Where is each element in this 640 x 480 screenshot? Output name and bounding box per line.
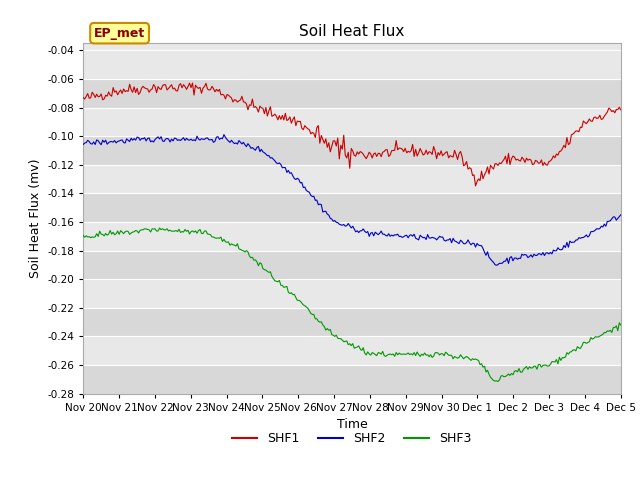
SHF1 [472, 183, 479, 189]
SHF2 [590, 228, 598, 234]
SHF1 [590, 115, 598, 120]
Bar [83, 165, 621, 193]
SHF1 [145, 89, 153, 95]
SHF3 [79, 233, 87, 239]
Bar [83, 336, 621, 365]
SHF2 [316, 201, 324, 207]
Bar [83, 251, 621, 279]
Bar [83, 193, 621, 222]
Line: SHF2: SHF2 [83, 134, 621, 265]
SHF3 [268, 274, 276, 279]
SHF3 [494, 379, 502, 384]
Bar [83, 308, 621, 336]
Bar [83, 79, 621, 108]
SHF2 [241, 142, 249, 148]
SHF3 [241, 249, 249, 255]
Bar [83, 136, 621, 165]
Bar [83, 279, 621, 308]
SHF1 [316, 140, 324, 146]
SHF1 [259, 106, 267, 111]
SHF1 [241, 99, 249, 105]
SHF3 [316, 319, 324, 325]
X-axis label: Time: Time [337, 418, 367, 431]
Text: EP_met: EP_met [94, 27, 145, 40]
SHF3 [259, 266, 267, 272]
SHF1 [79, 95, 87, 100]
Line: SHF3: SHF3 [83, 228, 621, 382]
SHF2 [617, 212, 625, 217]
SHF3 [156, 225, 163, 231]
SHF2 [220, 132, 228, 137]
SHF3 [145, 227, 153, 233]
Bar [83, 108, 621, 136]
Bar [83, 365, 621, 394]
Line: SHF1: SHF1 [83, 83, 621, 186]
Y-axis label: Soil Heat Flux (mv): Soil Heat Flux (mv) [29, 159, 42, 278]
Legend: SHF1, SHF2, SHF3: SHF1, SHF2, SHF3 [227, 427, 477, 450]
Title: Soil Heat Flux: Soil Heat Flux [300, 24, 404, 39]
SHF1 [268, 113, 276, 119]
SHF3 [590, 336, 598, 341]
SHF2 [493, 263, 500, 268]
Bar [83, 50, 621, 79]
SHF2 [259, 149, 267, 155]
SHF1 [617, 107, 625, 113]
SHF3 [617, 322, 625, 328]
SHF2 [268, 155, 276, 160]
SHF2 [145, 135, 153, 141]
SHF1 [189, 80, 196, 86]
Bar [83, 222, 621, 251]
SHF2 [79, 142, 87, 147]
